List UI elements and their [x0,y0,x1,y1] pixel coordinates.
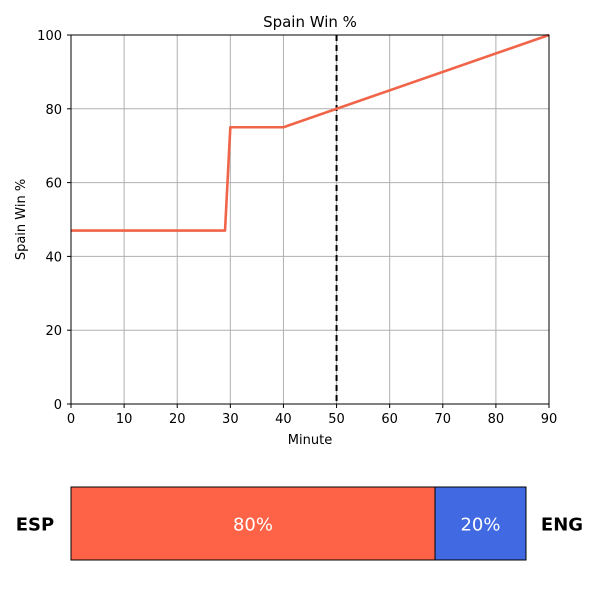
x-tick-label: 0 [67,412,75,427]
team-label-right: ENG [541,515,583,536]
grid [70,34,550,405]
y-tick-label: 60 [45,177,62,192]
x-axis-title: Minute [288,433,332,448]
x-tick-label: 30 [222,412,239,427]
chart-title: Spain Win % [263,13,357,31]
y-tick-label: 20 [45,324,62,339]
team-label-left: ESP [16,515,54,536]
y-tick-label: 0 [54,398,62,413]
share-segment-esp [70,486,436,561]
plot-frame [70,34,550,405]
y-tick-label: 100 [37,29,62,44]
share-bar: 80% 20% ESP ENG [16,486,583,561]
y-tick-label: 40 [45,250,62,265]
y-axis-title: Spain Win % [14,179,29,260]
share-value-label: 80% [233,515,273,536]
share-value-label: 20% [460,515,500,536]
x-tick-label: 50 [328,412,345,427]
x-tick-label: 10 [116,412,133,427]
x-tick-label: 40 [275,412,292,427]
win-probability-line [71,33,550,232]
series-layer [71,33,550,232]
share-segment-eng [434,486,527,561]
x-tick-label: 90 [541,412,558,427]
x-tick-label: 70 [435,412,452,427]
axis-ticks: 0 10 20 30 40 50 60 70 80 90 0 20 40 60 80 100 [37,29,557,427]
y-tick-label: 80 [45,103,62,118]
x-tick-label: 20 [169,412,186,427]
x-tick-label: 80 [488,412,505,427]
x-tick-label: 60 [381,412,398,427]
